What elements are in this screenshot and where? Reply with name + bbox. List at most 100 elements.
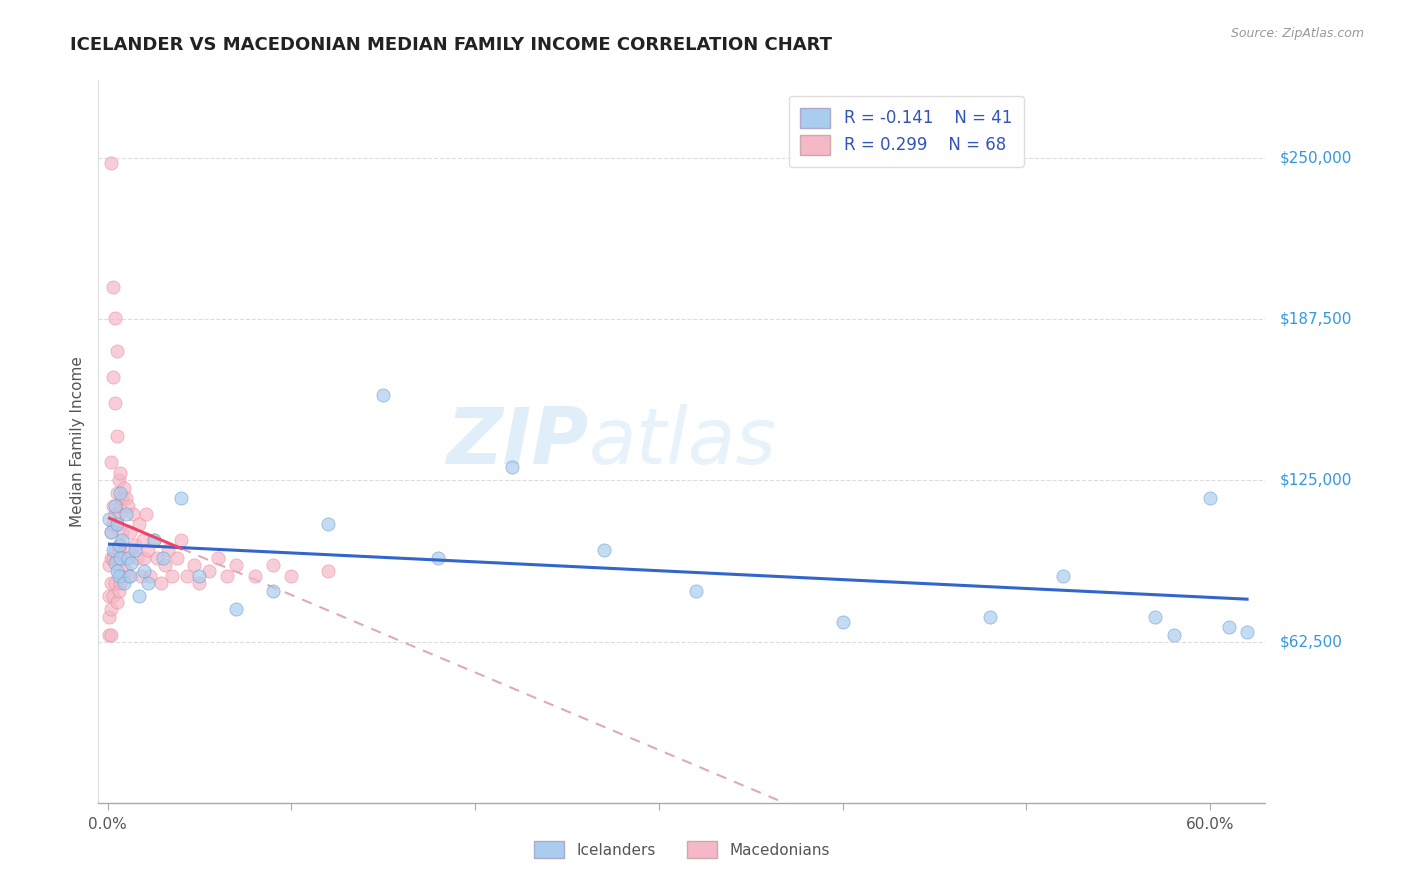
Point [107, 473, 129, 487]
Point [135, 507, 157, 521]
Point [128, 590, 150, 604]
Point [427, 550, 450, 565]
Point [685, 584, 707, 599]
Point [136, 542, 159, 557]
Point [110, 550, 132, 565]
Point [1236, 625, 1258, 640]
Point [107, 568, 129, 582]
Point [142, 533, 165, 547]
Point [146, 550, 169, 565]
Point [188, 568, 211, 582]
Point [115, 491, 138, 506]
Point [280, 568, 302, 582]
Point [104, 499, 127, 513]
Point [100, 550, 122, 565]
Point [122, 507, 145, 521]
Point [134, 564, 156, 578]
Text: atlas: atlas [589, 403, 776, 480]
Point [107, 542, 129, 557]
Point [128, 517, 150, 532]
Point [100, 455, 122, 469]
Point [105, 564, 128, 578]
Point [98, 628, 121, 642]
Text: $125,000: $125,000 [1279, 473, 1351, 488]
Point [166, 550, 188, 565]
Point [112, 576, 135, 591]
Point [157, 542, 180, 557]
Point [110, 538, 132, 552]
Point [110, 486, 132, 500]
Point [100, 524, 122, 539]
Point [105, 550, 128, 565]
Text: $62,500: $62,500 [1279, 634, 1343, 649]
Point [100, 156, 122, 170]
Point [110, 576, 132, 591]
Text: $250,000: $250,000 [1279, 150, 1351, 165]
Y-axis label: Median Family Income: Median Family Income [69, 356, 84, 527]
Point [170, 533, 193, 547]
Point [98, 512, 121, 526]
Point [100, 524, 122, 539]
Point [101, 370, 124, 384]
Point [100, 576, 122, 591]
Point [831, 615, 853, 630]
Point [112, 481, 135, 495]
Point [105, 429, 128, 443]
Point [101, 542, 124, 557]
Point [104, 310, 127, 325]
Point [121, 542, 143, 557]
Point [121, 556, 143, 570]
Point [131, 533, 153, 547]
Point [115, 507, 138, 521]
Point [243, 568, 266, 582]
Point [207, 550, 229, 565]
Point [98, 590, 121, 604]
Point [124, 538, 146, 552]
Point [262, 558, 284, 573]
Point [183, 558, 205, 573]
Point [115, 564, 138, 578]
Point [117, 550, 139, 565]
Point [1163, 628, 1185, 642]
Point [225, 558, 247, 573]
Point [118, 524, 141, 539]
Text: $187,500: $187,500 [1279, 311, 1351, 326]
Point [197, 564, 219, 578]
Point [139, 568, 162, 582]
Point [124, 542, 146, 557]
Point [129, 568, 152, 582]
Point [160, 568, 183, 582]
Point [134, 550, 156, 565]
Point [104, 507, 127, 521]
Point [98, 558, 121, 573]
Point [188, 576, 211, 591]
Point [104, 576, 127, 591]
Point [101, 550, 124, 565]
Point [105, 517, 128, 532]
Point [142, 533, 165, 547]
Point [153, 558, 176, 573]
Point [104, 556, 127, 570]
Point [101, 517, 124, 532]
Point [107, 507, 129, 521]
Point [107, 538, 129, 552]
Point [110, 466, 132, 480]
Point [100, 602, 122, 616]
Point [101, 279, 124, 293]
Point [101, 590, 124, 604]
Point [501, 460, 523, 475]
Point [105, 517, 128, 532]
Point [100, 628, 122, 642]
Legend: Icelanders, Macedonians: Icelanders, Macedonians [524, 831, 839, 867]
Point [110, 499, 132, 513]
Point [316, 564, 339, 578]
Point [117, 499, 139, 513]
Point [104, 542, 127, 557]
Text: ICELANDER VS MACEDONIAN MEDIAN FAMILY INCOME CORRELATION CHART: ICELANDER VS MACEDONIAN MEDIAN FAMILY IN… [70, 36, 832, 54]
Point [107, 584, 129, 599]
Point [592, 542, 614, 557]
Point [118, 568, 141, 582]
Point [101, 499, 124, 513]
Point [373, 388, 395, 402]
Point [979, 610, 1001, 624]
